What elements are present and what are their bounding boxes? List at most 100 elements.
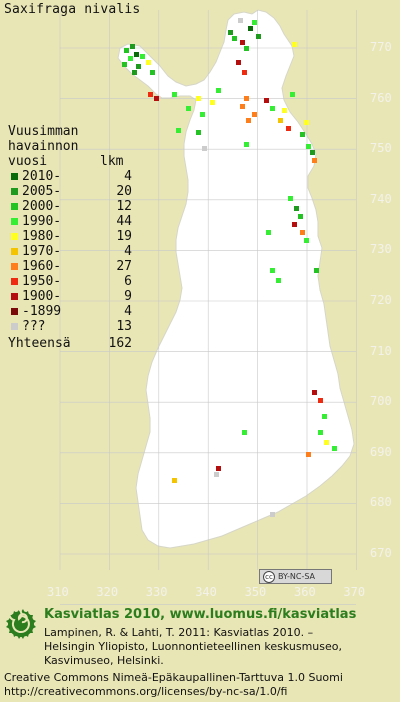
license-name: Creative Commons Nimeä-Epäkaupallinen-Ta… (4, 671, 343, 684)
observation-dot (252, 20, 257, 25)
observation-dot (300, 132, 305, 137)
observation-dot (236, 60, 241, 65)
observation-dot (264, 98, 269, 103)
legend-swatch (11, 173, 18, 180)
legend-label: 1980- (22, 229, 62, 244)
legend-heading-line2: havainnon (8, 139, 79, 154)
observation-dot (252, 112, 257, 117)
license-url[interactable]: http://creativecommons.org/licenses/by-n… (4, 685, 288, 698)
x-axis-label: 340 (195, 585, 217, 599)
credit-line-2: Helsingin Yliopisto, Luonnontieteellinen… (44, 640, 342, 653)
observation-dot (150, 70, 155, 75)
observation-dot (200, 112, 205, 117)
observation-dot (266, 230, 271, 235)
observation-dot (232, 36, 237, 41)
legend-row: 1950- 6 (8, 274, 132, 289)
finland-land (117, 9, 355, 549)
legend-count: 4 (124, 304, 132, 319)
legend-label: 1950- (22, 274, 62, 289)
observation-dot (216, 466, 221, 471)
observation-dot (176, 128, 181, 133)
observation-dot (172, 478, 177, 483)
legend-row: 2010- 4 (8, 169, 132, 184)
y-axis-label: 690 (370, 444, 392, 459)
observation-dot (172, 92, 177, 97)
observation-dot (148, 92, 153, 97)
legend-swatch (11, 233, 18, 240)
legend-count: 4 (124, 169, 132, 184)
observation-dot (122, 62, 127, 67)
legend-row: 1990- 44 (8, 214, 132, 229)
observation-dot (202, 146, 207, 151)
observation-dot (312, 390, 317, 395)
legend-swatch (11, 308, 18, 315)
observation-dot (228, 30, 233, 35)
y-axis-label: 770 (370, 40, 392, 54)
legend-label: 2000- (22, 199, 62, 214)
spiral-leaf-logo (6, 608, 36, 639)
observation-dot (304, 238, 309, 243)
observation-dot (324, 440, 329, 445)
observation-dot (146, 60, 151, 65)
x-axis-label: 320 (96, 585, 119, 599)
map-grid (59, 10, 357, 605)
observation-dot (322, 414, 327, 419)
legend-row: 2005- 20 (8, 184, 132, 199)
observation-dot (318, 398, 323, 403)
legend-heading-line3: vuosi (8, 154, 48, 169)
legend-swatch (11, 218, 18, 225)
observation-dot (270, 512, 275, 517)
observation-dot (216, 88, 221, 93)
y-axis-label: 750 (370, 141, 392, 156)
legend-label: -1899 (22, 304, 62, 319)
legend-count: 13 (116, 319, 132, 334)
observation-dot (214, 472, 219, 477)
observation-dot (314, 268, 319, 273)
legend-label: ??? (22, 319, 46, 334)
legend-count: 44 (116, 214, 132, 229)
legend-count: 12 (116, 199, 132, 214)
cc-badge-text: BY-NC-SA (278, 572, 316, 581)
y-axis-label: 680 (370, 495, 392, 510)
legend-swatch (11, 203, 18, 210)
legend-count: 6 (124, 274, 132, 289)
observation-dot (240, 40, 245, 45)
y-axis-label: 700 (370, 394, 392, 409)
observation-dot (134, 52, 139, 57)
legend-row: 2000- 12 (8, 199, 132, 214)
legend-swatch (11, 263, 18, 270)
legend-row: 1960- 27 (8, 259, 132, 274)
x-axis-label: 370 (343, 585, 366, 599)
observation-dot (246, 118, 251, 123)
map-title: Saxifraga nivalis (4, 2, 141, 17)
observation-dot (292, 42, 297, 47)
y-axis-label: 760 (370, 90, 392, 105)
legend-label: 2005- (22, 184, 62, 199)
legend-label: 2010- (22, 169, 62, 184)
observation-dot (318, 430, 323, 435)
x-axis-label: 350 (244, 585, 267, 599)
observation-dot (298, 214, 303, 219)
legend-count: 27 (116, 259, 132, 274)
observation-dot (186, 106, 191, 111)
legend-swatch (11, 293, 18, 300)
observation-dot (244, 46, 249, 51)
observation-dot (242, 430, 247, 435)
observation-dot (304, 120, 309, 125)
x-axis-label: 360 (294, 585, 316, 599)
observation-dot (128, 56, 133, 61)
observation-dot (140, 54, 145, 59)
y-axis-label: 710 (370, 343, 392, 358)
observation-dots (122, 18, 337, 517)
legend-label: 1990- (22, 214, 62, 229)
observation-dot (244, 142, 249, 147)
observation-dot (290, 92, 295, 97)
observation-dot (238, 18, 243, 23)
legend-count-heading: lkm (100, 154, 124, 169)
observation-dot (240, 104, 245, 109)
observation-dot (332, 446, 337, 451)
observation-dot (288, 196, 293, 201)
legend-label: 1960- (22, 259, 62, 274)
y-axis-label: 670 (370, 546, 392, 560)
cc-license-badge[interactable]: cc BY-NC-SA (259, 569, 332, 584)
